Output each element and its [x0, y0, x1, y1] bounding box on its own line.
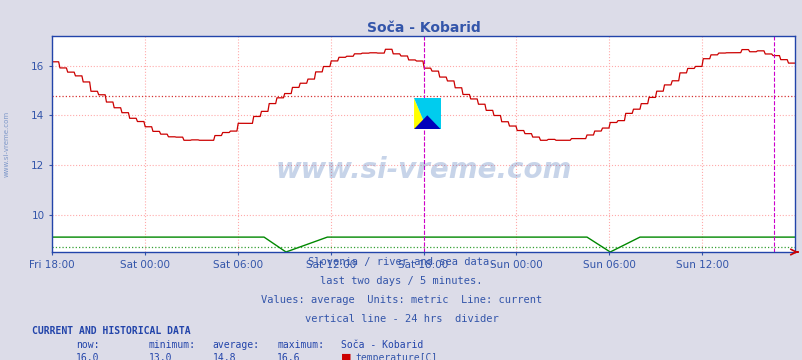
Text: maximum:: maximum: [277, 340, 324, 350]
Text: CURRENT AND HISTORICAL DATA: CURRENT AND HISTORICAL DATA [32, 326, 191, 336]
Text: Values: average  Units: metric  Line: current: Values: average Units: metric Line: curr… [261, 295, 541, 305]
Text: vertical line - 24 hrs  divider: vertical line - 24 hrs divider [304, 314, 498, 324]
Text: Soča - Kobarid: Soča - Kobarid [341, 340, 423, 350]
Text: ■: ■ [341, 353, 351, 360]
Text: 16.6: 16.6 [277, 353, 300, 360]
Text: now:: now: [76, 340, 99, 350]
Text: Slovenia / river and sea data.: Slovenia / river and sea data. [307, 257, 495, 267]
Text: minimum:: minimum: [148, 340, 196, 350]
Text: 14.8: 14.8 [213, 353, 236, 360]
Text: www.si-vreme.com: www.si-vreme.com [275, 156, 571, 184]
Title: Soča - Kobarid: Soča - Kobarid [367, 21, 480, 35]
Text: 13.0: 13.0 [148, 353, 172, 360]
Polygon shape [414, 99, 427, 129]
Text: last two days / 5 minutes.: last two days / 5 minutes. [320, 276, 482, 286]
Polygon shape [414, 99, 440, 129]
Text: www.si-vreme.com: www.si-vreme.com [3, 111, 10, 177]
Polygon shape [414, 115, 440, 129]
Text: temperature[C]: temperature[C] [354, 353, 436, 360]
Text: average:: average: [213, 340, 260, 350]
Text: 16.0: 16.0 [76, 353, 99, 360]
